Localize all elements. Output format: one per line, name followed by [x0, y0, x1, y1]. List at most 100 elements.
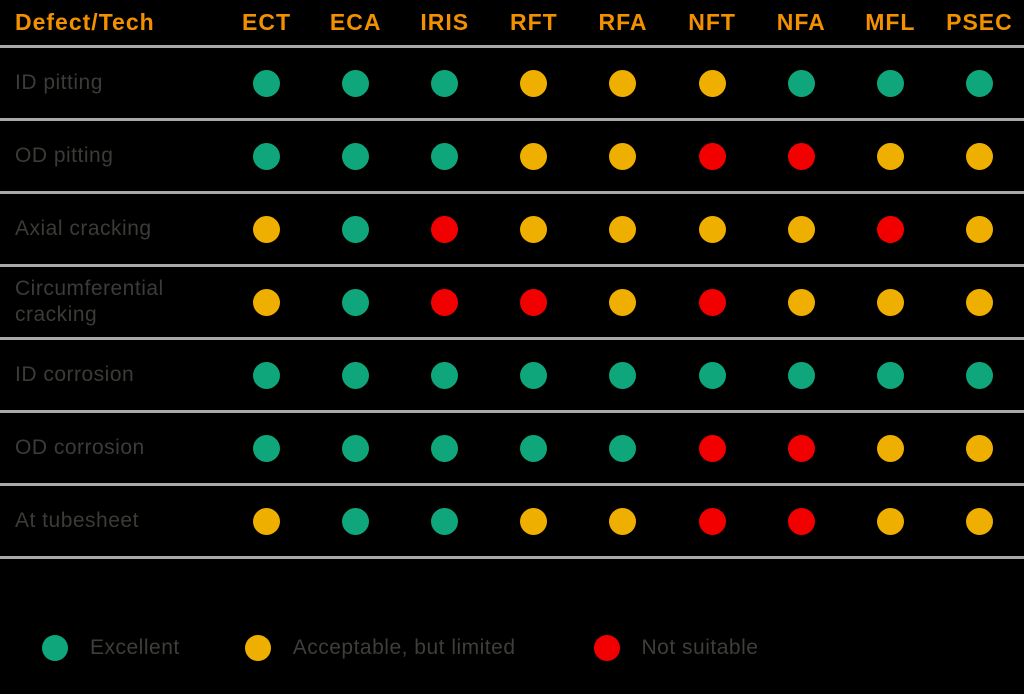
header-row: Defect/Tech ECT ECA IRIS RFT RFA NFT NFA MFL PSE… — [0, 0, 1024, 45]
rating-dot-acceptable — [876, 434, 904, 462]
tech-column-header-nft: NFT — [688, 9, 736, 35]
rating-cell — [578, 215, 667, 243]
row-separator — [0, 264, 1024, 267]
rating-dot-not-suitable — [787, 142, 815, 170]
rating-cell — [668, 434, 757, 462]
rating-dot-excellent — [342, 142, 370, 170]
rating-dot-acceptable — [253, 215, 281, 243]
tech-column-header-iris: IRIS — [420, 9, 470, 35]
rating-dot-excellent — [253, 142, 281, 170]
legend-label: Not suitable — [641, 636, 759, 659]
table-row: At tubesheet — [0, 486, 1024, 556]
rating-dot-acceptable — [609, 69, 637, 97]
rating-dot-excellent — [342, 288, 370, 316]
rating-dot-acceptable — [876, 507, 904, 535]
rating-dot-acceptable — [520, 142, 548, 170]
rating-cell — [935, 507, 1024, 535]
rating-cell — [311, 361, 400, 389]
rating-dot-acceptable — [965, 507, 993, 535]
rating-cell — [400, 142, 489, 170]
rating-cell — [578, 434, 667, 462]
rating-cell — [311, 288, 400, 316]
rating-cell — [578, 507, 667, 535]
rating-cell — [311, 215, 400, 243]
rating-cell — [668, 507, 757, 535]
rating-cell — [757, 215, 846, 243]
tech-column-header-ect: ECT — [242, 9, 292, 35]
rating-dot-acceptable — [787, 288, 815, 316]
legend-item-excellent: Excellent — [42, 635, 180, 661]
rating-cell — [757, 507, 846, 535]
rating-cell — [400, 69, 489, 97]
rating-dot-excellent — [876, 69, 904, 97]
table-row: Circumferential cracking — [0, 267, 1024, 337]
rating-dot-acceptable — [965, 215, 993, 243]
tech-column-header-rfa: RFA — [598, 9, 648, 35]
rating-dot-acceptable — [965, 288, 993, 316]
rating-cell — [757, 434, 846, 462]
tech-column-header-mfl: MFL — [865, 9, 916, 35]
rating-cell — [935, 215, 1024, 243]
rating-cell — [668, 142, 757, 170]
rating-cell — [668, 361, 757, 389]
legend: Excellent Acceptable, but limited Not suit… — [0, 635, 1024, 661]
rating-dot-not-suitable — [698, 434, 726, 462]
rating-dot-acceptable — [520, 507, 548, 535]
rating-dot-excellent — [342, 215, 370, 243]
rating-dot-excellent — [431, 69, 459, 97]
rating-cell — [311, 142, 400, 170]
rating-dot-excellent — [965, 69, 993, 97]
rating-cell — [311, 434, 400, 462]
row-separator — [0, 191, 1024, 194]
rating-cell — [489, 434, 578, 462]
rating-dot-acceptable — [698, 215, 726, 243]
rating-dot-acceptable — [876, 288, 904, 316]
rating-dot-excellent — [876, 361, 904, 389]
rating-cell — [668, 215, 757, 243]
rating-cell — [578, 361, 667, 389]
rating-dot-acceptable — [609, 288, 637, 316]
rating-dot-acceptable — [609, 215, 637, 243]
rating-cell — [846, 215, 935, 243]
table-row: ID pitting — [0, 48, 1024, 118]
rating-dot-acceptable — [787, 215, 815, 243]
rating-cell — [222, 69, 311, 97]
rating-cell — [757, 361, 846, 389]
rating-cell — [578, 288, 667, 316]
rating-cell — [757, 142, 846, 170]
rating-cell — [668, 69, 757, 97]
rating-cell — [489, 288, 578, 316]
rating-cell — [489, 69, 578, 97]
rating-dot-excellent — [431, 434, 459, 462]
rating-dot-excellent — [431, 361, 459, 389]
rating-dot-not-suitable — [520, 288, 548, 316]
rating-cell — [846, 142, 935, 170]
rating-dot-excellent — [787, 69, 815, 97]
rating-dot-excellent — [520, 361, 548, 389]
legend-dot-excellent — [42, 635, 68, 661]
rating-cell — [578, 142, 667, 170]
rating-dot-excellent — [698, 361, 726, 389]
rating-dot-acceptable — [965, 434, 993, 462]
rating-cell — [578, 69, 667, 97]
rating-cell — [400, 434, 489, 462]
table-row: ID corrosion — [0, 340, 1024, 410]
rating-dot-not-suitable — [698, 142, 726, 170]
legend-label: Acceptable, but limited — [292, 636, 516, 659]
rating-dot-excellent — [342, 361, 370, 389]
rating-cell — [935, 288, 1024, 316]
row-label: ID corrosion — [15, 363, 135, 386]
row-separator — [0, 45, 1024, 48]
rating-dot-acceptable — [698, 69, 726, 97]
rating-cell — [222, 507, 311, 535]
rating-cell — [311, 69, 400, 97]
rating-dot-not-suitable — [431, 288, 459, 316]
rating-dot-acceptable — [253, 507, 281, 535]
rating-cell — [400, 507, 489, 535]
rating-cell — [489, 215, 578, 243]
rating-cell — [222, 361, 311, 389]
rating-dot-excellent — [520, 434, 548, 462]
legend-label: Excellent — [90, 636, 180, 659]
row-label: ID pitting — [15, 71, 103, 94]
